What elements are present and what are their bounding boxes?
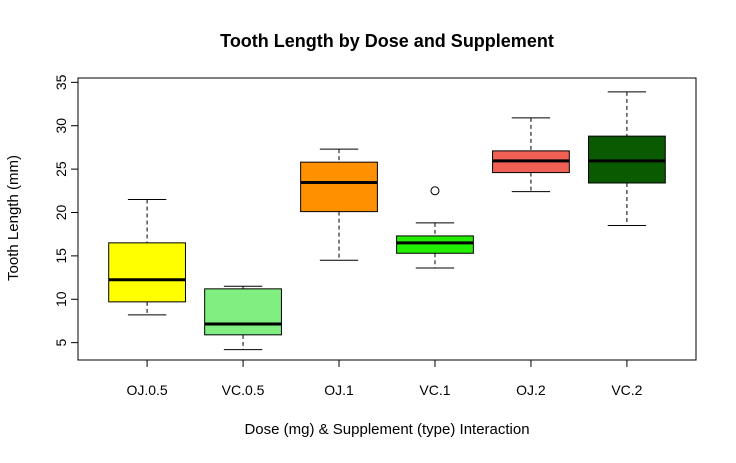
y-tick-label: 25	[53, 161, 69, 177]
x-tick-label: OJ.2	[516, 382, 546, 398]
box-OJ.1	[300, 148, 378, 261]
plot-frame	[77, 77, 697, 361]
y-tick-label: 20	[53, 204, 69, 220]
x-tick-label: VC.2	[611, 382, 642, 398]
box-VC.2	[588, 91, 666, 227]
y-tick-label: 10	[53, 291, 69, 307]
iqr-box	[204, 288, 282, 336]
x-axis-label: Dose (mg) & Supplement (type) Interactio…	[244, 421, 529, 438]
x-tick-label: VC.0.5	[222, 382, 265, 398]
box-VC.1	[396, 186, 474, 269]
y-tick-label: 30	[53, 118, 69, 134]
outlier-point	[430, 186, 440, 196]
iqr-box	[396, 235, 474, 254]
chart-title: Tooth Length by Dose and Supplement	[220, 31, 554, 51]
x-tick-label: OJ.1	[324, 382, 354, 398]
iqr-box	[108, 242, 186, 303]
x-tick-label: VC.1	[419, 382, 450, 398]
box-VC.0.5	[204, 285, 282, 351]
y-tick-label: 15	[53, 248, 69, 264]
x-axis: OJ.0.5 VC.0.5 OJ.1 VC.1 OJ.2 VC.2	[126, 360, 643, 398]
y-tick-label: 5	[53, 339, 69, 347]
y-axis-label: Tooth Length (mm)	[5, 155, 22, 281]
iqr-box	[300, 161, 378, 213]
box-OJ.0.5	[108, 198, 186, 316]
x-tick-label: OJ.0.5	[126, 382, 167, 398]
y-tick-label: 35	[53, 74, 69, 90]
y-axis: 5 10 15 20 25 30 35	[53, 74, 79, 347]
box-OJ.2	[492, 117, 570, 193]
boxes	[108, 91, 666, 351]
